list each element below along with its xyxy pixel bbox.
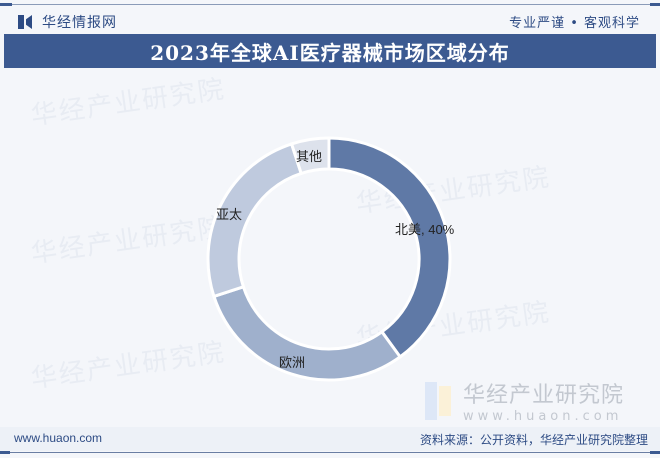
- brand-name: 华经情报网: [42, 15, 117, 31]
- donut-segment: [212, 284, 403, 382]
- footer-site: www.huaon.com: [14, 431, 103, 445]
- donut-segment: [327, 136, 452, 359]
- chart-title: 2023年全球AI医疗器械市场区域分布: [150, 40, 510, 65]
- bottom-rule: [0, 451, 660, 454]
- top-rule: [0, 3, 660, 6]
- huaon-logo-icon: [425, 381, 455, 420]
- label-apac: 亚太: [216, 207, 243, 222]
- brand-logo-icon: [18, 15, 34, 29]
- chart-area: 华经产业研究院 华经产业研究院 华经产业研究院 华经产业研究院 华经产业研究院 …: [0, 70, 660, 425]
- label-other: 其他: [296, 149, 323, 164]
- footer: www.huaon.com 资料来源：公开资料，华经产业研究院整理: [0, 427, 660, 451]
- corner-watermark-name: 华经产业研究院: [463, 383, 625, 408]
- label-europe: 欧洲: [279, 355, 306, 370]
- brand: 华经情报网: [18, 12, 117, 32]
- donut-chart: [206, 136, 452, 382]
- title-bar: 2023年全球AI医疗器械市场区域分布: [4, 34, 656, 68]
- label-north-america: 北美, 40%: [395, 222, 455, 237]
- slogan: 专业严谨 • 客观科学: [509, 16, 640, 31]
- footer-source: 资料来源：公开资料，华经产业研究院整理: [419, 433, 648, 447]
- donut-segment: [289, 136, 331, 176]
- corner-watermark: 华经产业研究院 www.huaon.com: [425, 377, 624, 424]
- corner-watermark-url: www.huaon.com: [463, 409, 623, 424]
